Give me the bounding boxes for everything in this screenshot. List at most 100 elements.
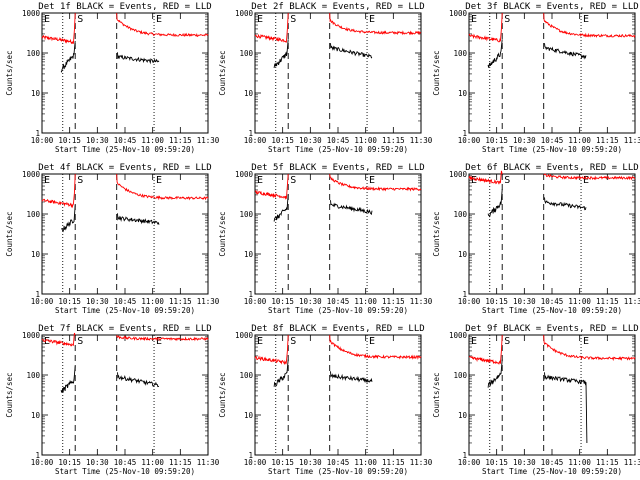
plot-frame [468,12,636,134]
plot-frame [468,173,636,295]
x-tick-label: 10:30 [86,458,109,467]
x-tick-label: 10:30 [299,297,322,306]
marker-e-label: E [369,14,375,25]
x-tick-label: 10:15 [271,297,294,306]
lld-series-pre [254,334,289,365]
y-axis-label: Counts/sec [432,50,441,95]
y-tick-label: 1000 [22,170,41,179]
y-axis-label: Counts/sec [5,211,14,256]
marker-left-label: E [44,175,50,186]
y-tick-label: 10 [458,250,468,259]
lld-series-pre [254,173,289,200]
marker-e-label: E [583,336,589,347]
x-tick-label: 10:00 [244,458,267,467]
x-tick-label: 10:30 [513,136,536,145]
plot-frame [468,334,636,456]
marker-s-label: S [77,336,83,347]
x-tick-label: 10:45 [541,136,564,145]
lld-series-pre [254,12,289,43]
chart-panel-9: Det 9f BLACK = Events, RED = LLD 1 10 100 10… [432,324,640,476]
x-tick-label: 10:00 [31,297,54,306]
x-tick-label: 10:15 [485,458,508,467]
x-tick-label: 10:30 [299,458,322,467]
marker-left-label: E [471,14,477,25]
marker-s-label: S [290,336,296,347]
x-tick-label: 10:45 [327,297,350,306]
y-axis-label: Counts/sec [218,372,227,417]
x-axis-label: Start Time (25-Nov-10 09:59:20) [55,467,195,476]
y-tick-label: 1 [35,290,40,299]
y-axis-label: Counts/sec [5,50,14,95]
x-tick-label: 11:15 [382,136,405,145]
panel-title: Det 9f BLACK = Events, RED = LLD [465,324,638,334]
panel-title: Det 3f BLACK = Events, RED = LLD [465,2,638,12]
lld-series-pre [41,332,76,347]
x-tick-label: 11:15 [169,458,192,467]
marker-s-label: S [77,175,83,186]
lld-series-pre [468,334,503,365]
y-tick-label: 1 [248,451,253,460]
marker-s-label: S [504,175,510,186]
marker-e-label: E [583,175,589,186]
chart-panel-4: Det 4f BLACK = Events, RED = LLD 1 10 100 10… [5,163,220,315]
y-tick-label: 100 [239,49,253,58]
events-series-pre [60,41,76,73]
x-tick-label: 11:15 [596,297,619,306]
marker-left-label: E [44,14,50,25]
chart-panel-3: Det 3f BLACK = Events, RED = LLD 1 10 100 10… [432,2,640,154]
lld-series-post [329,334,422,360]
lld-series-pre [41,173,76,209]
x-tick-label: 11:00 [141,458,164,467]
x-tick-label: 11:00 [568,136,591,145]
events-series-pre [60,366,76,393]
lld-series-post [116,173,209,201]
marker-left-label: E [471,336,477,347]
y-axis-label: Counts/sec [5,372,14,417]
marker-left-label: E [471,175,477,186]
x-tick-label: 11:15 [596,136,619,145]
y-tick-label: 10 [458,411,468,420]
y-tick-label: 10 [458,89,468,98]
events-series-post [330,43,373,59]
x-tick-label: 10:30 [86,136,109,145]
panel-title: Det 8f BLACK = Events, RED = LLD [251,324,424,334]
x-tick-label: 11:30 [410,458,433,467]
x-tick-label: 11:30 [624,297,640,306]
y-tick-label: 100 [26,371,40,380]
plot-frame [41,12,209,134]
y-tick-label: 1 [35,451,40,460]
x-tick-label: 10:15 [58,458,81,467]
x-tick-label: 10:15 [271,136,294,145]
marker-left-label: E [44,336,50,347]
marker-left-label: E [257,336,263,347]
x-tick-label: 11:00 [568,458,591,467]
x-tick-label: 11:00 [354,458,377,467]
x-axis-label: Start Time (25-Nov-10 09:59:20) [55,145,195,154]
lld-series-post [543,173,636,181]
x-axis-label: Start Time (25-Nov-10 09:59:20) [268,467,408,476]
x-tick-label: 11:30 [410,297,433,306]
x-tick-label: 10:45 [541,458,564,467]
y-tick-label: 10 [244,411,254,420]
x-tick-label: 10:45 [114,297,137,306]
x-tick-label: 10:00 [244,297,267,306]
y-tick-label: 1 [248,290,253,299]
x-tick-label: 10:00 [244,136,267,145]
x-tick-label: 10:00 [458,458,481,467]
chart-panel-5: Det 5f BLACK = Events, RED = LLD 1 10 100 10… [218,163,433,315]
events-series-pre [273,194,289,222]
chart-panel-8: Det 8f BLACK = Events, RED = LLD 1 10 100 10… [218,324,433,476]
y-tick-label: 1000 [449,331,468,340]
y-tick-label: 100 [453,49,467,58]
events-series-post [544,372,588,444]
x-tick-label: 10:15 [58,297,81,306]
y-tick-label: 1 [462,129,467,138]
chart-panel-2: Det 2f BLACK = Events, RED = LLD 1 10 100 10… [218,2,433,154]
y-tick-label: 1000 [235,170,254,179]
panel-title: Det 7f BLACK = Events, RED = LLD [38,324,211,334]
x-axis-label: Start Time (25-Nov-10 09:59:20) [268,306,408,315]
x-tick-label: 10:00 [458,136,481,145]
x-tick-label: 10:45 [327,458,350,467]
x-tick-label: 11:15 [596,458,619,467]
x-tick-label: 10:00 [31,136,54,145]
